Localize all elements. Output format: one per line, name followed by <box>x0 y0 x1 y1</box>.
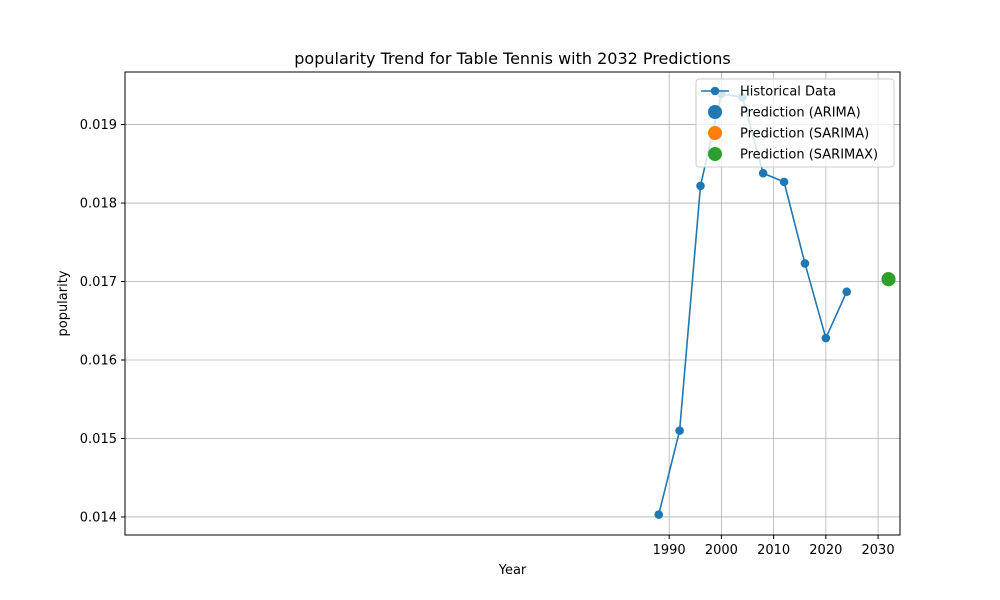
x-tick-label: 2000 <box>705 543 738 558</box>
prediction-point <box>881 272 896 287</box>
historical-data-point <box>821 333 831 343</box>
legend-marker-swatch <box>708 126 722 140</box>
plot-frame <box>124 71 901 536</box>
historical-data-point <box>842 287 852 297</box>
legend-label: Prediction (SARIMAX) <box>740 148 878 163</box>
y-tick-label: 0.019 <box>80 118 117 133</box>
legend-label: Prediction (SARIMA) <box>740 127 869 142</box>
legend-label: Prediction (ARIMA) <box>740 106 861 121</box>
x-tick-label: 2030 <box>862 543 895 558</box>
historical-data-point <box>758 168 768 178</box>
legend-marker-swatch <box>708 147 722 161</box>
x-axis: 1990 2000 2010 2020 2030 <box>653 535 895 558</box>
y-tick-label: 0.016 <box>80 354 117 369</box>
legend-marker-swatch <box>708 105 722 119</box>
historical-data-point <box>696 181 705 191</box>
chart-title: popularity Trend for Table Tennis with 2… <box>294 49 730 68</box>
historical-data-point <box>779 177 789 187</box>
legend: Historical Data Prediction (ARIMA) Predict… <box>695 78 895 168</box>
y-axis: 0.014 0.015 0.016 0.017 0.018 0.019 <box>80 118 125 525</box>
y-tick-label: 0.018 <box>80 197 117 212</box>
y-tick-label: 0.015 <box>80 432 117 447</box>
x-tick-label: 2020 <box>809 543 842 558</box>
historical-data-point <box>800 259 810 268</box>
y-tick-label: 0.017 <box>80 275 117 290</box>
legend-label: Historical Data <box>740 85 836 100</box>
y-axis-label: popularity <box>56 270 71 336</box>
historical-data-point <box>675 426 684 435</box>
x-tick-label: 2010 <box>757 543 790 558</box>
historical-data-point <box>654 510 664 519</box>
x-tick-label: 1990 <box>653 543 686 558</box>
legend-marker-swatch <box>710 86 720 96</box>
legend-box <box>695 78 895 168</box>
x-axis-label: Year <box>498 563 527 578</box>
y-tick-label: 0.014 <box>80 510 117 525</box>
